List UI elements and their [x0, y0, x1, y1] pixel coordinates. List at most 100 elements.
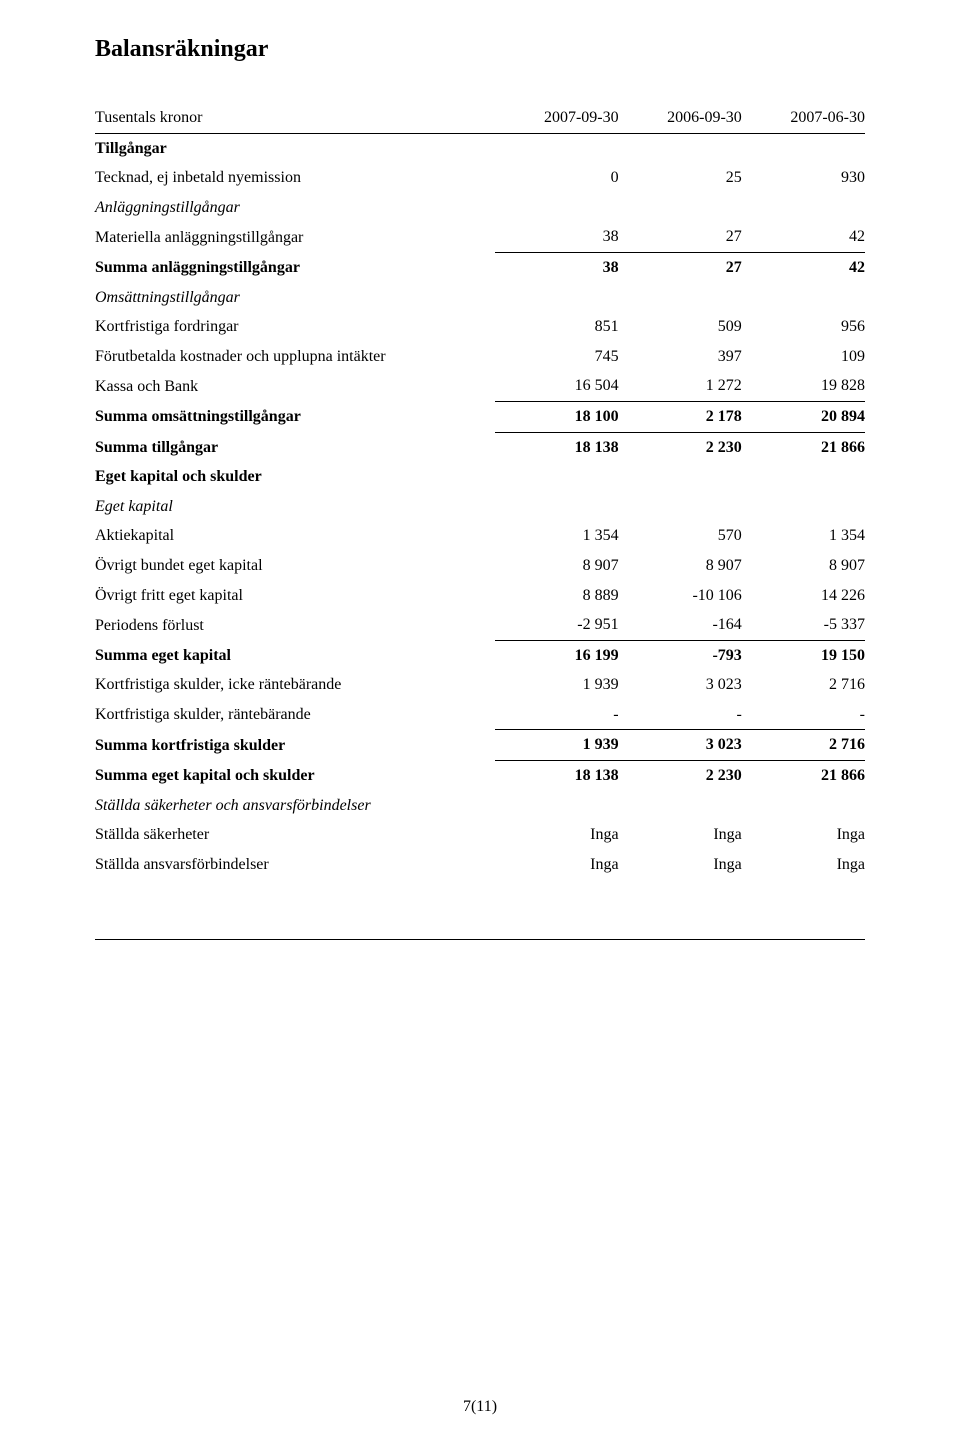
row-value: -793	[619, 640, 742, 670]
row-label: Kortfristiga skulder, icke räntebärande	[95, 670, 495, 700]
table-row: Kortfristiga skulder, icke räntebärande …	[95, 670, 865, 700]
row-value: -164	[619, 610, 742, 640]
row-value: 16 504	[495, 371, 618, 401]
header-col2: 2006-09-30	[619, 103, 742, 133]
subsection-title: Eget kapital	[95, 492, 495, 522]
row-value: 19 828	[742, 371, 865, 401]
row-value: 18 138	[495, 432, 618, 462]
table-header-row: Tusentals kronor 2007-09-30 2006-09-30 2…	[95, 103, 865, 133]
row-value: 14 226	[742, 581, 865, 611]
document-title: Balansräkningar	[95, 36, 865, 63]
subtotal-row: Summa anläggningstillgångar 38 27 42	[95, 252, 865, 282]
table-row: Kortfristiga skulder, räntebärande - - -	[95, 700, 865, 730]
row-label: Summa tillgångar	[95, 432, 495, 462]
row-label: Summa eget kapital och skulder	[95, 761, 495, 791]
row-value: 745	[495, 342, 618, 372]
row-label: Summa anläggningstillgångar	[95, 252, 495, 282]
total-row: Summa tillgångar 18 138 2 230 21 866	[95, 432, 865, 462]
row-value: 109	[742, 342, 865, 372]
row-value: Inga	[742, 820, 865, 850]
row-value: Inga	[619, 850, 742, 880]
header-col3: 2007-06-30	[742, 103, 865, 133]
table-row: Övrigt bundet eget kapital 8 907 8 907 8…	[95, 551, 865, 581]
row-value: 21 866	[742, 432, 865, 462]
row-value: 8 907	[619, 551, 742, 581]
row-value: -10 106	[619, 581, 742, 611]
row-value: 18 100	[495, 401, 618, 432]
row-value: 2 178	[619, 401, 742, 432]
total-row: Summa eget kapital och skulder 18 138 2 …	[95, 761, 865, 791]
row-label: Förutbetalda kostnader och upplupna intä…	[95, 342, 495, 372]
section-title: Tillgångar	[95, 133, 495, 163]
balance-sheet-table: Tusentals kronor 2007-09-30 2006-09-30 2…	[95, 103, 865, 879]
row-label: Övrigt fritt eget kapital	[95, 581, 495, 611]
row-value: 1 354	[742, 521, 865, 551]
header-label: Tusentals kronor	[95, 103, 495, 133]
row-value: 18 138	[495, 761, 618, 791]
row-value: 19 150	[742, 640, 865, 670]
page: Balansräkningar Tusentals kronor 2007-09…	[0, 0, 960, 1440]
row-value: 38	[495, 252, 618, 282]
bottom-rule	[95, 939, 865, 940]
table-row: Tecknad, ej inbetald nyemission 0 25 930	[95, 163, 865, 193]
table-row: Ställda ansvarsförbindelser Inga Inga In…	[95, 850, 865, 880]
table-row: Materiella anläggningstillgångar 38 27 4…	[95, 222, 865, 252]
section-title-row: Eget kapital och skulder	[95, 462, 865, 492]
row-label: Ställda ansvarsförbindelser	[95, 850, 495, 880]
row-value: Inga	[742, 850, 865, 880]
row-value: 2 230	[619, 761, 742, 791]
row-value: 38	[495, 222, 618, 252]
row-label: Kortfristiga skulder, räntebärande	[95, 700, 495, 730]
row-value: 21 866	[742, 761, 865, 791]
table-row: Kortfristiga fordringar 851 509 956	[95, 312, 865, 342]
row-label: Kortfristiga fordringar	[95, 312, 495, 342]
row-value: 2 716	[742, 670, 865, 700]
subsection-title-row: Omsättningstillgångar	[95, 283, 865, 313]
table-row: Förutbetalda kostnader och upplupna intä…	[95, 342, 865, 372]
header-col1: 2007-09-30	[495, 103, 618, 133]
row-label: Aktiekapital	[95, 521, 495, 551]
row-value: Inga	[619, 820, 742, 850]
row-label: Summa omsättningstillgångar	[95, 401, 495, 432]
row-label: Materiella anläggningstillgångar	[95, 222, 495, 252]
table-row: Kassa och Bank 16 504 1 272 19 828	[95, 371, 865, 401]
subtotal-row: Summa eget kapital 16 199 -793 19 150	[95, 640, 865, 670]
row-label: Summa kortfristiga skulder	[95, 730, 495, 761]
row-value: Inga	[495, 850, 618, 880]
row-value: 8 889	[495, 581, 618, 611]
subtotal-row: Summa kortfristiga skulder 1 939 3 023 2…	[95, 730, 865, 761]
row-label: Tecknad, ej inbetald nyemission	[95, 163, 495, 193]
row-label: Kassa och Bank	[95, 371, 495, 401]
page-number: 7(11)	[0, 1398, 960, 1416]
row-value: 42	[742, 222, 865, 252]
row-value: 570	[619, 521, 742, 551]
table-row: Periodens förlust -2 951 -164 -5 337	[95, 610, 865, 640]
row-value: 2 230	[619, 432, 742, 462]
row-label: Övrigt bundet eget kapital	[95, 551, 495, 581]
row-value: Inga	[495, 820, 618, 850]
row-label: Summa eget kapital	[95, 640, 495, 670]
subtotal-row: Summa omsättningstillgångar 18 100 2 178…	[95, 401, 865, 432]
row-value: -	[742, 700, 865, 730]
table-row: Aktiekapital 1 354 570 1 354	[95, 521, 865, 551]
row-value: 1 354	[495, 521, 618, 551]
row-value: 1 939	[495, 670, 618, 700]
row-value: 2 716	[742, 730, 865, 761]
row-value: -2 951	[495, 610, 618, 640]
row-value: 851	[495, 312, 618, 342]
row-value: -5 337	[742, 610, 865, 640]
row-value: 1 272	[619, 371, 742, 401]
row-value: 397	[619, 342, 742, 372]
row-value: 25	[619, 163, 742, 193]
subsection-title: Ställda säkerheter och ansvarsförbindels…	[95, 791, 495, 821]
row-label: Periodens förlust	[95, 610, 495, 640]
row-value: 27	[619, 252, 742, 282]
row-value: 509	[619, 312, 742, 342]
subsection-title-row: Anläggningstillgångar	[95, 193, 865, 223]
table-row: Ställda säkerheter Inga Inga Inga	[95, 820, 865, 850]
subsection-title-row: Ställda säkerheter och ansvarsförbindels…	[95, 791, 865, 821]
subsection-title: Omsättningstillgångar	[95, 283, 495, 313]
row-value: -	[619, 700, 742, 730]
row-value: 8 907	[742, 551, 865, 581]
row-value: 956	[742, 312, 865, 342]
